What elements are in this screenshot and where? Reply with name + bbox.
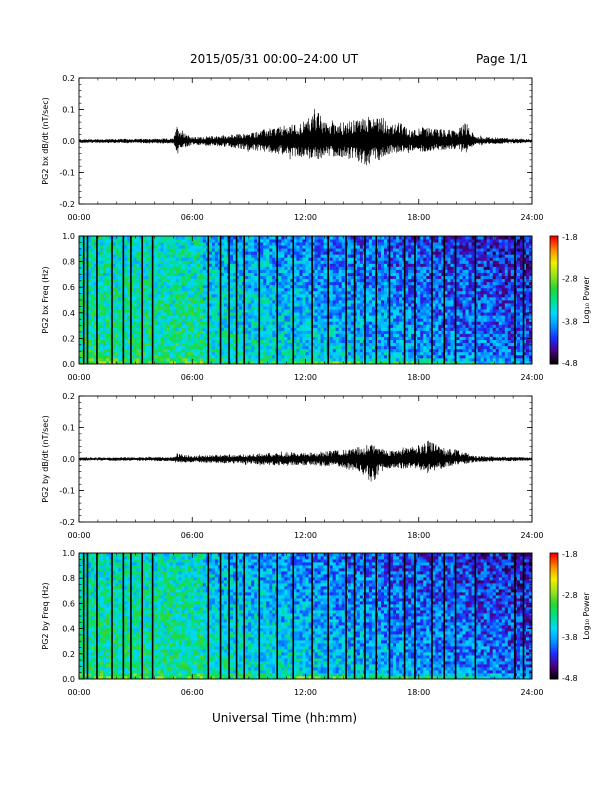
x-tick-label: 06:00 bbox=[181, 688, 204, 697]
x-tick-label: 24:00 bbox=[520, 213, 543, 222]
bx-dbdt-y-axis-label: PG2 bx dB/dt (nT/sec) bbox=[41, 97, 50, 184]
colorbar-tick-label: -2.8 bbox=[562, 275, 578, 284]
colorbar-tick-label: -4.8 bbox=[562, 359, 578, 368]
x-tick-label: 12:00 bbox=[294, 531, 317, 540]
y-tick-label: -0.1 bbox=[59, 169, 75, 178]
y-tick-label: 0.6 bbox=[62, 599, 75, 608]
x-tick-label: 24:00 bbox=[520, 373, 543, 382]
x-tick-label: 00:00 bbox=[67, 688, 90, 697]
y-tick-label: 1.0 bbox=[62, 549, 75, 558]
y-tick-label: 0.0 bbox=[62, 455, 75, 464]
y-tick-label: 0.1 bbox=[62, 106, 75, 115]
page-number: Page 1/1 bbox=[476, 52, 529, 66]
x-tick-label: 12:00 bbox=[294, 688, 317, 697]
x-tick-label: 24:00 bbox=[520, 531, 543, 540]
x-tick-label: 18:00 bbox=[407, 531, 430, 540]
bx-dbdt-trace bbox=[78, 108, 533, 166]
x-tick-label: 00:00 bbox=[67, 531, 90, 540]
y-tick-label: 0.4 bbox=[62, 625, 75, 634]
y-tick-label: 0.8 bbox=[62, 258, 75, 267]
x-tick-label: 24:00 bbox=[520, 688, 543, 697]
y-tick-label: 0.8 bbox=[62, 574, 75, 583]
y-tick-label: 0.2 bbox=[62, 334, 75, 343]
x-axis-title: Universal Time (hh:mm) bbox=[212, 711, 358, 725]
x-tick-label: 06:00 bbox=[181, 531, 204, 540]
by-spectrogram-cells bbox=[79, 553, 532, 679]
colorbar-label: Log₁₀ Power bbox=[582, 592, 591, 640]
y-tick-label: 0.0 bbox=[62, 675, 75, 684]
colorbar-tick-label: -3.8 bbox=[562, 633, 578, 642]
x-tick-label: 00:00 bbox=[67, 373, 90, 382]
y-tick-label: 1.0 bbox=[62, 232, 75, 241]
bx-dbdt-panel: -0.2 -0.1 0.0 0.1 0.2 00:00 06:00 12:00 18:00 24:… bbox=[41, 74, 544, 222]
colorbar-tick-label: -3.8 bbox=[562, 317, 578, 326]
by-spectrogram-colorbar: -1.8 -2.8 -3.8 -4.8 Log₁₀ Power bbox=[549, 550, 591, 683]
by-dbdt-trace bbox=[78, 440, 533, 482]
y-tick-label: 0.6 bbox=[62, 283, 75, 292]
colorbar-tick-label: -4.8 bbox=[562, 674, 578, 683]
y-tick-label: 0.2 bbox=[62, 392, 75, 401]
by-spectrogram-y-axis-label: PG2 by Freq (Hz) bbox=[41, 582, 50, 649]
bx-spectrogram-cells bbox=[79, 236, 532, 364]
by-dbdt-panel: -0.2 -0.1 0.0 0.1 0.2 00:00 06:00 12:00 18:00 24:… bbox=[41, 392, 544, 540]
y-tick-label: 0.0 bbox=[62, 360, 75, 369]
colorbar-tick-label: -1.8 bbox=[562, 550, 578, 559]
y-tick-label: 0.4 bbox=[62, 309, 75, 318]
y-tick-label: 0.0 bbox=[62, 137, 75, 146]
x-tick-label: 12:00 bbox=[294, 213, 317, 222]
x-tick-label: 00:00 bbox=[67, 213, 90, 222]
bx-spectrogram-panel: -1.8 -2.8 -3.8 -4.8 Log₁₀ Power 0.0 0.2 0.4 0.6 0… bbox=[41, 232, 591, 382]
colorbar-tick-label: -2.8 bbox=[562, 591, 578, 600]
y-tick-label: -0.2 bbox=[59, 518, 75, 527]
x-tick-label: 06:00 bbox=[181, 213, 204, 222]
y-tick-label: -0.1 bbox=[59, 487, 75, 496]
colorbar-tick-label: -1.8 bbox=[562, 233, 578, 242]
by-spectrogram-panel: -1.8 -2.8 -3.8 -4.8 Log₁₀ Power 0.0 0.2 0.4 0.6 0… bbox=[41, 549, 591, 697]
y-tick-label: 0.2 bbox=[62, 74, 75, 83]
x-tick-label: 06:00 bbox=[181, 373, 204, 382]
page-title: 2015/05/31 00:00–24:00 UT bbox=[190, 52, 359, 66]
bx-spectrogram-colorbar: -1.8 -2.8 -3.8 -4.8 Log₁₀ Power bbox=[549, 233, 591, 368]
y-tick-label: -0.2 bbox=[59, 200, 75, 209]
x-tick-label: 12:00 bbox=[294, 373, 317, 382]
x-tick-label: 18:00 bbox=[407, 213, 430, 222]
y-tick-label: 0.1 bbox=[62, 424, 75, 433]
x-tick-label: 18:00 bbox=[407, 688, 430, 697]
y-tick-label: 0.2 bbox=[62, 650, 75, 659]
by-dbdt-y-axis-label: PG2 by dB/dt (nT/sec) bbox=[41, 415, 50, 502]
colorbar-label: Log₁₀ Power bbox=[582, 276, 591, 324]
x-tick-label: 18:00 bbox=[407, 373, 430, 382]
bx-spectrogram-y-axis-label: PG2 bx Freq (Hz) bbox=[41, 266, 50, 333]
